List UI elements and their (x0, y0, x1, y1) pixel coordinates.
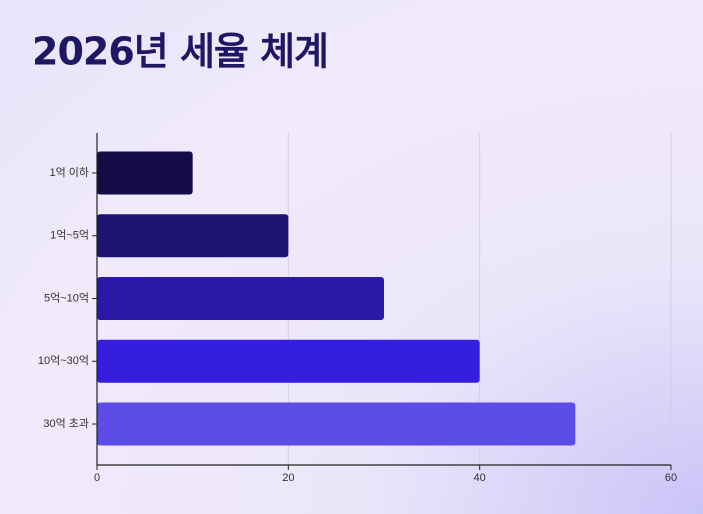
chart-title: 2026년 세율 체계 (32, 30, 328, 74)
bar (97, 277, 384, 320)
bar (97, 151, 193, 195)
bar (97, 214, 289, 258)
y-tick-label: 30억 초과 (43, 417, 89, 430)
bar (97, 402, 576, 446)
x-tick-label: 60 (665, 472, 677, 484)
y-tick-label: 1억 이하 (49, 165, 89, 179)
y-tick-label: 10억~30억 (38, 354, 89, 367)
y-tick-label: 5억~10억 (44, 291, 89, 304)
x-tick-label: 20 (282, 472, 294, 484)
y-tick-label: 1억~5억 (50, 229, 89, 242)
x-tick-label: 40 (474, 472, 486, 484)
bar (97, 339, 480, 383)
x-tick-label: 0 (94, 472, 100, 484)
